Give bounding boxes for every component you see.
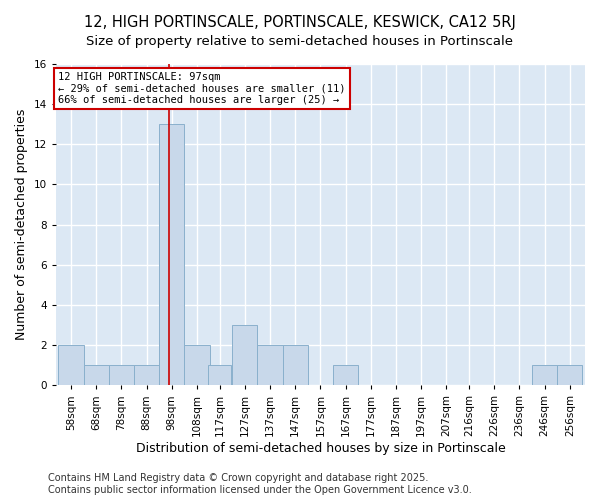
Text: 12 HIGH PORTINSCALE: 97sqm
← 29% of semi-detached houses are smaller (11)
66% of: 12 HIGH PORTINSCALE: 97sqm ← 29% of semi… — [58, 72, 346, 105]
Bar — [257, 345, 283, 386]
X-axis label: Distribution of semi-detached houses by size in Portinscale: Distribution of semi-detached houses by … — [136, 442, 505, 455]
Bar — [134, 365, 159, 386]
Bar — [159, 124, 184, 386]
Text: 12, HIGH PORTINSCALE, PORTINSCALE, KESWICK, CA12 5RJ: 12, HIGH PORTINSCALE, PORTINSCALE, KESWI… — [84, 15, 516, 30]
Bar — [83, 365, 109, 386]
Bar — [283, 345, 308, 386]
Bar — [58, 345, 83, 386]
Y-axis label: Number of semi-detached properties: Number of semi-detached properties — [15, 109, 28, 340]
Bar — [109, 365, 134, 386]
Bar — [333, 365, 358, 386]
Bar — [557, 365, 583, 386]
Text: Contains HM Land Registry data © Crown copyright and database right 2025.
Contai: Contains HM Land Registry data © Crown c… — [48, 474, 472, 495]
Bar — [532, 365, 557, 386]
Bar — [184, 345, 209, 386]
Bar — [208, 365, 231, 386]
Text: Size of property relative to semi-detached houses in Portinscale: Size of property relative to semi-detach… — [86, 35, 514, 48]
Bar — [232, 325, 257, 386]
